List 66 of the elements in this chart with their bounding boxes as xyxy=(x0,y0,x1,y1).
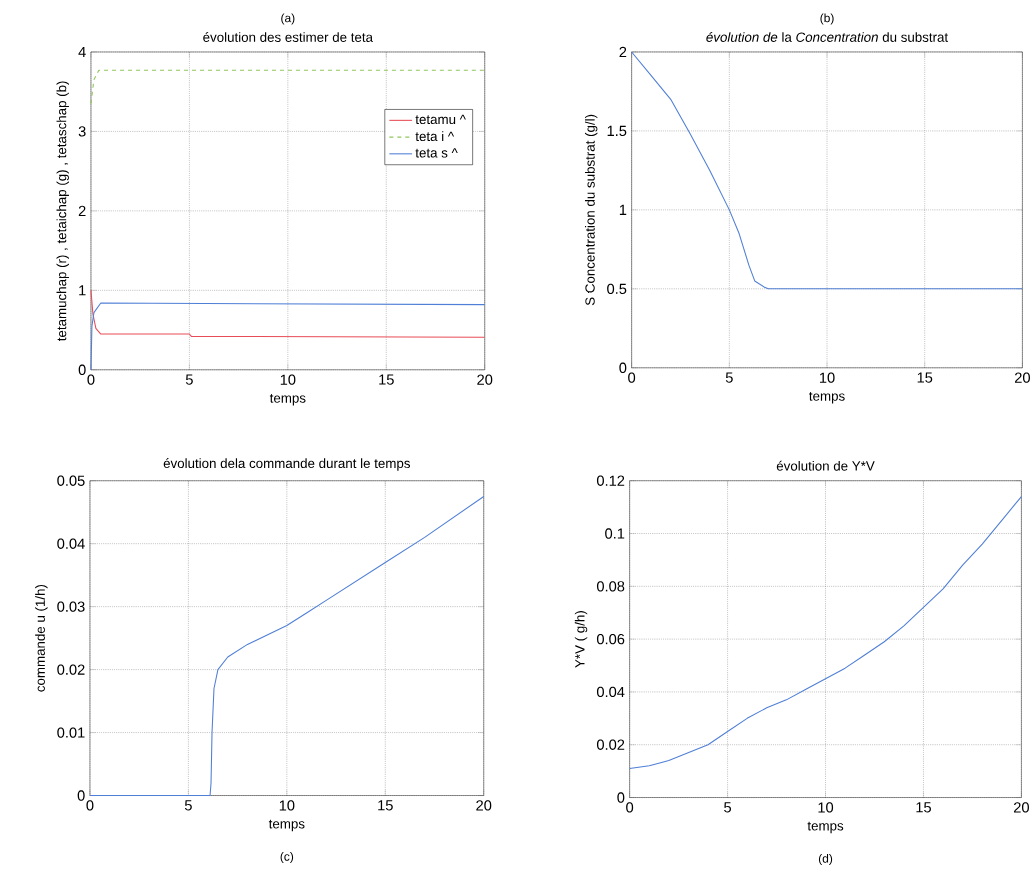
y-tick-label: 0.04 xyxy=(57,538,85,549)
x-tick-label: 20 xyxy=(1014,372,1030,383)
x-axis-title: temps xyxy=(807,821,844,833)
y-tick-label: 0.12 xyxy=(596,475,625,486)
y-tick-label: 0.02 xyxy=(57,664,85,675)
y-axis-title: commande u (1/h) xyxy=(35,584,48,692)
x-tick-label: 5 xyxy=(184,800,192,811)
y-tick-label: 1 xyxy=(619,204,627,215)
x-axis-title: temps xyxy=(269,393,306,406)
legend-label: teta s ^ xyxy=(415,148,458,158)
y-tick-label: 0.01 xyxy=(57,727,85,738)
text: (a) xyxy=(281,13,295,25)
x-tick-label: 15 xyxy=(379,374,394,385)
line-series xyxy=(89,495,485,796)
x-tick-label: 10 xyxy=(819,372,835,383)
y-tick-label: 0.08 xyxy=(596,580,625,592)
x-tick-label: 10 xyxy=(818,802,834,813)
chart-title: évolution dela commande durant le temps xyxy=(163,457,411,471)
y-tick-label: 0 xyxy=(619,362,627,373)
x-tick-label: 20 xyxy=(1013,802,1029,813)
text: (c) xyxy=(280,851,294,863)
x-tick-label: 5 xyxy=(725,372,733,383)
x-tick-label: 0 xyxy=(626,802,634,813)
chart-title: évolution des estimer de teta xyxy=(203,31,373,42)
x-tick-label: 15 xyxy=(378,800,393,811)
y-tick-label: 2 xyxy=(78,205,86,216)
chart-title: évolution de Y*V xyxy=(776,460,875,471)
x-tick-label: 0 xyxy=(87,374,95,385)
y-tick-label: 1 xyxy=(79,285,86,296)
y-tick-label: 1.5 xyxy=(607,125,627,136)
x-axis-title: temps xyxy=(809,391,845,404)
y-tick-label: 3 xyxy=(78,126,86,137)
line-series xyxy=(90,289,486,338)
y-axis-title: S Concentration du substrat (g/l) xyxy=(584,114,598,305)
x-tick-label: 20 xyxy=(477,374,493,385)
line-series xyxy=(90,302,486,371)
x-tick-label: 5 xyxy=(724,802,732,813)
y-tick-label: 4 xyxy=(78,46,86,57)
y-tick-label: 0 xyxy=(77,790,85,801)
x-tick-label: 10 xyxy=(279,800,295,811)
chart-title: évolution de la Concentration du substrat xyxy=(706,31,949,42)
y-axis-title: tetamuchap (r) , tetaichap (g) , tetaschap (b) xyxy=(56,81,69,341)
text: (d) xyxy=(818,853,833,865)
x-tick-label: 5 xyxy=(185,374,193,385)
y-tick-label: 0 xyxy=(617,792,625,803)
x-tick-label: 15 xyxy=(917,372,933,383)
y-tick-label: 0 xyxy=(78,364,86,375)
x-axis-title: temps xyxy=(268,819,305,831)
y-tick-label: 0.05 xyxy=(57,475,85,486)
y-tick-label: 0.1 xyxy=(605,528,625,539)
x-tick-label: 0 xyxy=(628,372,636,383)
line-series xyxy=(631,51,1023,290)
x-tick-label: 20 xyxy=(476,800,492,811)
y-tick-label: 0.04 xyxy=(596,686,625,697)
y-tick-label: 0.02 xyxy=(596,739,625,750)
x-tick-label: 10 xyxy=(280,374,296,385)
legend-label: tetamu ^ xyxy=(415,114,466,124)
y-tick-label: 2 xyxy=(619,46,627,57)
y-tick-label: 0.06 xyxy=(596,633,625,645)
text: (b) xyxy=(820,13,834,25)
y-axis-title: Y*V ( g/h) xyxy=(574,610,588,668)
legend-label: teta i ^ xyxy=(415,131,455,141)
y-tick-label: 0.5 xyxy=(607,283,627,294)
y-tick-label: 0.03 xyxy=(57,601,85,612)
x-tick-label: 0 xyxy=(86,800,94,811)
x-tick-label: 15 xyxy=(916,802,931,813)
